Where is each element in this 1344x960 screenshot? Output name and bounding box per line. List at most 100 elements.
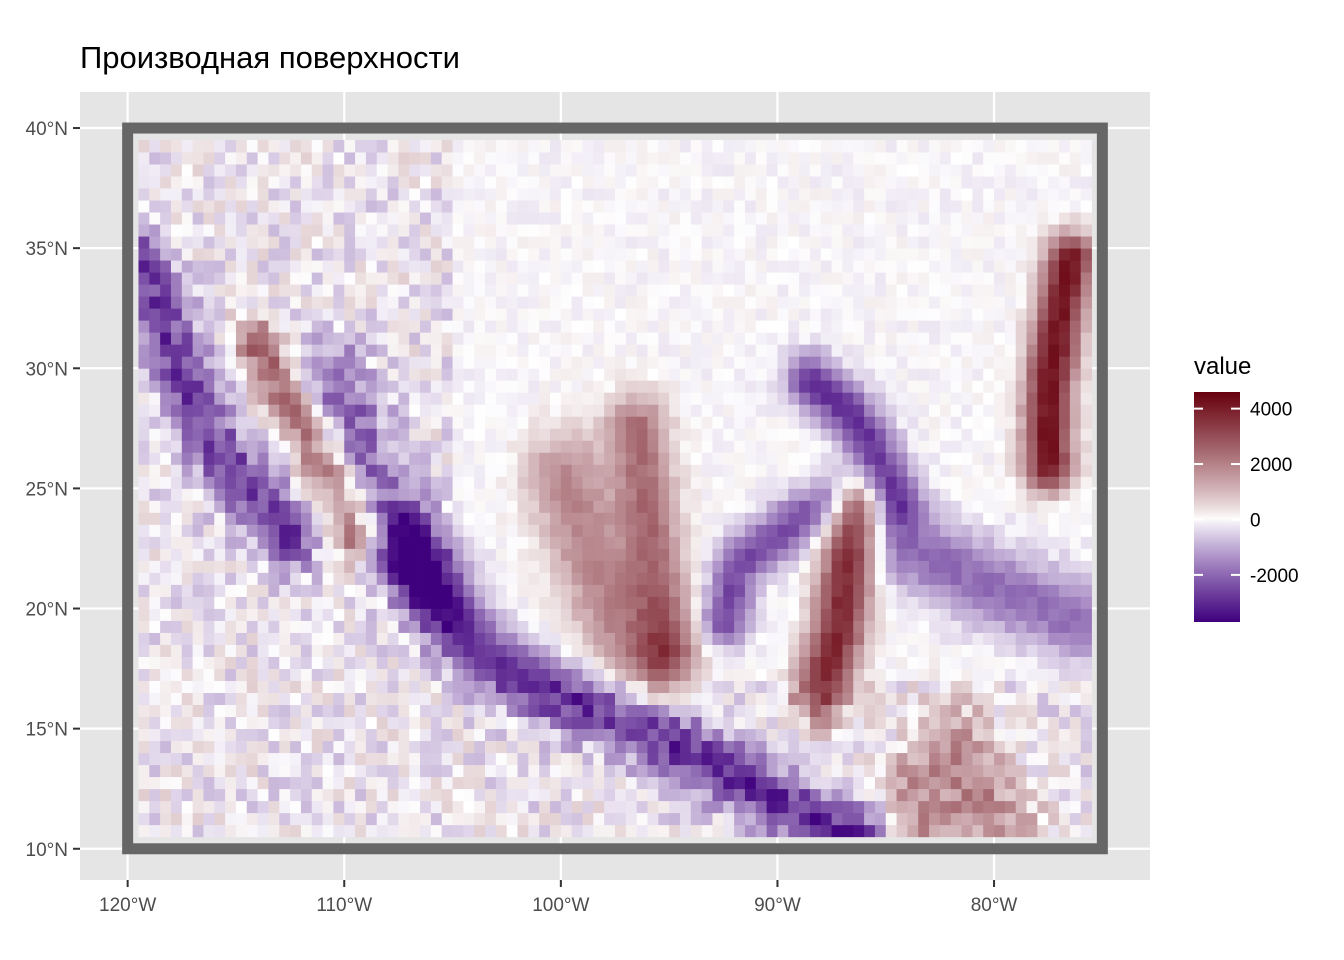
- heatmap-cell: [550, 704, 562, 718]
- heatmap-cell: [539, 416, 551, 429]
- heatmap-cell: [593, 812, 605, 826]
- heatmap-cell: [896, 152, 908, 165]
- heatmap-cell: [560, 644, 573, 657]
- heatmap-cell: [463, 788, 475, 802]
- heatmap-cell: [961, 320, 973, 333]
- heatmap-cell: [365, 188, 378, 201]
- heatmap-cell: [983, 656, 995, 669]
- heatmap-cell: [874, 800, 887, 814]
- heatmap-cell: [550, 740, 562, 754]
- heatmap-cell: [192, 488, 204, 501]
- heatmap-cell: [896, 296, 908, 309]
- heatmap-cell: [160, 752, 172, 766]
- heatmap-cell: [290, 368, 302, 381]
- heatmap-cell: [625, 248, 638, 261]
- heatmap-cell: [333, 428, 345, 441]
- heatmap-cell: [138, 368, 150, 381]
- heatmap-cell: [636, 176, 648, 189]
- heatmap-cell: [1059, 236, 1071, 249]
- heatmap-cell: [300, 800, 313, 814]
- heatmap-cell: [842, 236, 854, 249]
- heatmap-cell: [387, 404, 399, 417]
- heatmap-cell: [560, 716, 573, 730]
- heatmap-cell: [950, 464, 962, 477]
- heatmap-cell: [387, 596, 399, 609]
- heatmap-cell: [896, 572, 908, 585]
- heatmap-cell: [734, 440, 746, 453]
- heatmap-cell: [896, 248, 908, 261]
- heatmap-cell: [398, 620, 410, 633]
- heatmap-cell: [322, 620, 334, 633]
- heatmap-cell: [983, 584, 995, 597]
- heatmap-cell: [376, 500, 388, 513]
- heatmap-cell: [788, 824, 800, 838]
- heatmap-cell: [279, 332, 291, 345]
- heatmap-cell: [734, 212, 746, 225]
- heatmap-cell: [225, 776, 237, 790]
- heatmap-cell: [864, 284, 876, 297]
- heatmap-cell: [615, 680, 627, 694]
- heatmap-cell: [723, 320, 735, 333]
- heatmap-cell: [452, 680, 464, 694]
- heatmap-cell: [939, 356, 952, 369]
- heatmap-cell: [452, 344, 464, 357]
- heatmap-cell: [853, 800, 865, 814]
- heatmap-cell: [149, 176, 161, 189]
- heatmap-cell: [885, 464, 897, 477]
- heatmap-cell: [441, 200, 453, 213]
- heatmap-cell: [744, 272, 757, 285]
- heatmap-cell: [679, 812, 692, 826]
- heatmap-cell: [929, 548, 941, 561]
- heatmap-cell: [788, 428, 800, 441]
- heatmap-cell: [842, 704, 854, 718]
- heatmap-cell: [420, 560, 432, 573]
- heatmap-cell: [181, 524, 194, 537]
- heatmap-cell: [766, 656, 778, 669]
- heatmap-cell: [517, 320, 529, 333]
- heatmap-cell: [235, 668, 248, 681]
- heatmap-cell: [820, 152, 832, 165]
- heatmap-cell: [701, 572, 713, 585]
- heatmap-cell: [170, 752, 183, 766]
- heatmap-cell: [874, 536, 887, 549]
- heatmap-cell: [138, 620, 150, 633]
- heatmap-cell: [1004, 236, 1017, 249]
- heatmap-cell: [203, 272, 215, 285]
- heatmap-cell: [539, 188, 551, 201]
- heatmap-cell: [961, 500, 973, 513]
- heatmap-cell: [625, 452, 638, 465]
- heatmap-cell: [181, 764, 194, 778]
- heatmap-cell: [246, 548, 259, 561]
- heatmap-cell: [788, 140, 800, 153]
- heatmap-cell: [809, 560, 822, 573]
- heatmap-cell: [539, 740, 551, 754]
- heatmap-cell: [474, 824, 486, 838]
- heatmap-cell: [885, 788, 897, 802]
- heatmap-cell: [712, 512, 724, 525]
- heatmap-cell: [214, 572, 226, 585]
- heatmap-cell: [322, 176, 334, 189]
- heatmap-cell: [983, 308, 995, 321]
- heatmap-cell: [539, 536, 551, 549]
- heatmap-cell: [1059, 776, 1071, 790]
- heatmap-cell: [918, 704, 930, 718]
- heatmap-cell: [929, 152, 941, 165]
- heatmap-cell: [441, 296, 453, 309]
- heatmap-cell: [474, 380, 486, 393]
- heatmap-cell: [463, 404, 475, 417]
- heatmap-cell: [679, 380, 692, 393]
- heatmap-cell: [874, 332, 887, 345]
- heatmap-cell: [474, 572, 486, 585]
- heatmap-cell: [820, 512, 832, 525]
- heatmap-cell: [766, 284, 778, 297]
- heatmap-cell: [799, 452, 811, 465]
- heatmap-cell: [290, 536, 302, 549]
- heatmap-cell: [376, 548, 388, 561]
- heatmap-cell: [939, 536, 952, 549]
- heatmap-cell: [1015, 200, 1027, 213]
- heatmap-cell: [344, 764, 356, 778]
- heatmap-cell: [864, 356, 876, 369]
- heatmap-cell: [149, 332, 161, 345]
- heatmap-cell: [1004, 572, 1017, 585]
- heatmap-cell: [809, 440, 822, 453]
